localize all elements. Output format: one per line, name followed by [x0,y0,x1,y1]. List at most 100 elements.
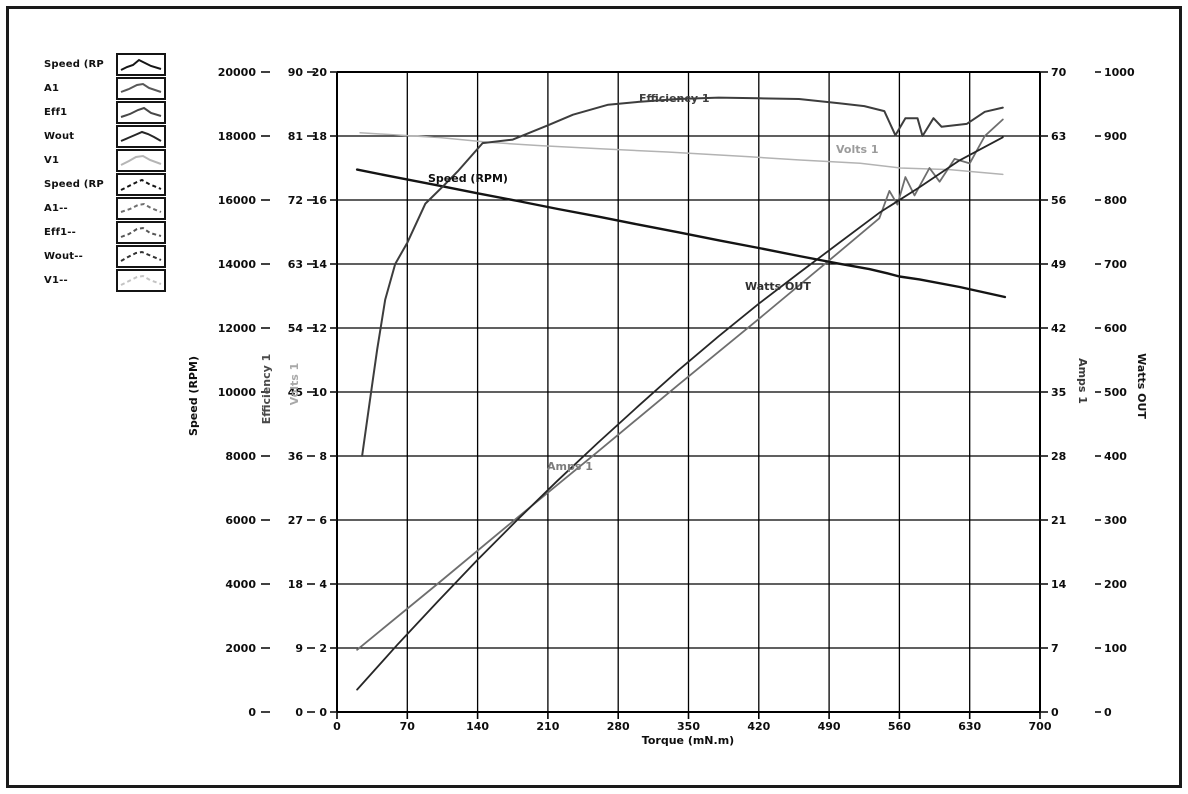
speed-tick-label: 2000 [225,642,256,655]
series-volts-line [359,132,1004,176]
volts-axis-title: Volts 1 [288,363,301,406]
line-sample-icon [116,100,166,124]
efficiency-tick-label: 18 [288,578,303,591]
volts-tick-label: 20 [312,66,328,79]
speed-tick-label: 20000 [218,66,257,79]
legend-item-speed[interactable]: Speed (RP [44,52,166,76]
watts-tick-label: 0 [1104,706,1112,719]
legend-item-label: V1-- [44,274,68,286]
x-tick-label: 700 [1029,720,1052,733]
legend-item-label: Speed (RP [44,58,104,70]
volts-tick-label: 2 [319,642,327,655]
efficiency-tick-label: 63 [288,258,303,271]
watts-curve-label: Watts OUT [745,280,811,293]
legend-item-label: A1 [44,82,60,94]
efficiency-axis-title: Efficiency 1 [260,354,273,425]
x-tick-label: 560 [888,720,911,733]
legend-item-label: Speed (RP [44,178,104,190]
series-watts-line [356,136,1004,691]
amps-tick-label: 35 [1051,386,1066,399]
volts-tick-label: 6 [319,514,327,527]
x-tick-label: 210 [536,720,559,733]
x-tick-label: 0 [333,720,341,733]
legend-item-a1-dashed[interactable]: A1-- [44,196,166,220]
volts-tick-label: 8 [319,450,327,463]
amps-tick-label: 49 [1051,258,1066,271]
line-sample-icon [116,52,166,76]
volts-tick-label: 10 [312,386,328,399]
watts-tick-label: 800 [1104,194,1127,207]
volts-tick-label: 16 [312,194,328,207]
speed-tick-label: 10000 [218,386,257,399]
line-sample-icon [116,220,166,244]
amps-tick-label: 28 [1051,450,1066,463]
legend-item-eff1[interactable]: Eff1 [44,100,166,124]
legend-item-v1-dashed[interactable]: V1-- [44,268,166,292]
series-efficiency-line [361,96,1004,457]
legend-item-label: A1-- [44,202,68,214]
efficiency-tick-label: 36 [288,450,304,463]
legend-item-a1[interactable]: A1 [44,76,166,100]
speed-tick-label: 16000 [218,194,257,207]
x-tick-label: 280 [607,720,630,733]
efficiency-tick-label: 45 [288,386,303,399]
legend-item-wout-dashed[interactable]: Wout-- [44,244,166,268]
amps-tick-label: 14 [1051,578,1067,591]
speed-tick-label: 14000 [218,258,257,271]
speed-axis-title: Speed (RPM) [187,356,200,436]
x-tick-label: 490 [818,720,841,733]
watts-tick-label: 200 [1104,578,1127,591]
speed-tick-label: 0 [248,706,256,719]
watts-tick-label: 400 [1104,450,1127,463]
series-speed-line [355,168,1007,299]
legend-item-label: V1 [44,154,60,166]
amps-tick-label: 56 [1051,194,1067,207]
chart-annotations: Efficiency 1 Speed (RPM) Volts 1 Watts O… [187,92,1148,747]
efficiency-tick-label: 54 [288,322,304,335]
watts-tick-label: 700 [1104,258,1127,271]
legend-item-speed-dashed[interactable]: Speed (RP [44,172,166,196]
volts-tick-label: 12 [312,322,327,335]
speed-tick-label: 4000 [225,578,256,591]
efficiency-tick-label: 0 [295,706,303,719]
watts-tick-label: 600 [1104,322,1127,335]
series-amps-line [356,118,1004,651]
line-sample-icon [116,76,166,100]
legend-item-label: Wout-- [44,250,83,262]
x-tick-label: 70 [400,720,416,733]
x-tick-label: 140 [466,720,489,733]
speed-tick-label: 12000 [218,322,257,335]
line-sample-icon [116,268,166,292]
efficiency-tick-label: 9 [295,642,303,655]
legend-item-label: Eff1-- [44,226,76,238]
watts-tick-label: 100 [1104,642,1127,655]
efficiency-tick-label: 90 [288,66,304,79]
amps-tick-label: 42 [1051,322,1066,335]
watts-tick-label: 900 [1104,130,1127,143]
legend-item-v1[interactable]: V1 [44,148,166,172]
line-sample-icon [116,244,166,268]
efficiency-tick-label: 81 [288,130,303,143]
amps-tick-label: 70 [1051,66,1067,79]
amps-tick-label: 63 [1051,130,1066,143]
efficiency-tick-label: 27 [288,514,303,527]
amps-tick-label: 0 [1051,706,1059,719]
legend-item-eff1-dashed[interactable]: Eff1-- [44,220,166,244]
x-axis-title: Torque (mN.m) [642,734,734,747]
volts-tick-label: 0 [319,706,327,719]
volts-tick-label: 4 [319,578,327,591]
volts-tick-label: 14 [312,258,328,271]
legend-item-wout[interactable]: Wout [44,124,166,148]
amps-axis-title: Amps 1 [1076,358,1089,404]
speed-tick-label: 18000 [218,130,257,143]
efficiency-curve-label: Efficiency 1 [639,92,710,105]
speed-tick-label: 8000 [225,450,256,463]
amps-tick-label: 21 [1051,514,1066,527]
amps-curve-label: Amps 1 [547,460,593,473]
legend-item-label: Eff1 [44,106,68,118]
legend-item-label: Wout [44,130,75,142]
watts-tick-label: 300 [1104,514,1127,527]
speed-curve-label: Speed (RPM) [428,172,508,185]
legend: Speed (RP A1 Eff1 Wout V1 Speed (RP A1--… [44,52,166,292]
